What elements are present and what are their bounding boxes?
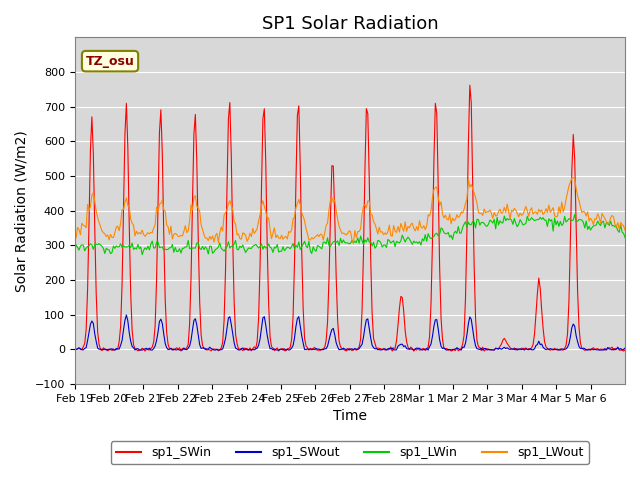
Line: sp1_LWout: sp1_LWout [75,178,625,243]
sp1_LWout [349,240,357,246]
sp1_SWin [71,346,79,352]
Line: sp1_LWin: sp1_LWin [75,215,625,254]
sp1_LWin [107,251,115,256]
sp1_SWout [71,347,79,353]
sp1_SWin [355,344,363,350]
Title: SP1 Solar Radiation: SP1 Solar Radiation [262,15,438,33]
sp1_LWout [71,232,79,238]
Line: sp1_SWin: sp1_SWin [75,85,625,351]
sp1_LWout [90,190,97,195]
sp1_LWout [355,228,363,234]
sp1_LWin [621,235,629,240]
sp1_SWout [466,314,474,320]
sp1_SWin [466,82,474,88]
sp1_LWout [547,209,554,215]
sp1_SWin [107,347,115,352]
sp1_LWin [90,246,97,252]
X-axis label: Time: Time [333,409,367,423]
sp1_LWin [355,240,363,246]
sp1_SWout [356,344,364,349]
sp1_LWin [547,218,554,224]
sp1_LWin [465,219,472,225]
sp1_SWin [465,141,472,146]
sp1_LWin [620,230,627,236]
Legend: sp1_SWin, sp1_SWout, sp1_LWin, sp1_LWout: sp1_SWin, sp1_SWout, sp1_LWin, sp1_LWout [111,442,589,465]
sp1_SWout [548,347,556,352]
sp1_LWout [621,227,629,233]
sp1_LWout [620,223,627,229]
Line: sp1_SWout: sp1_SWout [75,315,625,350]
sp1_SWout [621,345,629,351]
sp1_LWout [570,175,577,180]
sp1_SWin [141,348,149,354]
sp1_SWin [548,347,556,352]
sp1_SWout [620,347,627,352]
sp1_LWin [571,212,579,217]
Y-axis label: Solar Radiation (W/m2): Solar Radiation (W/m2) [15,130,29,291]
sp1_SWout [102,347,110,353]
sp1_LWin [138,252,146,257]
sp1_SWin [90,152,97,157]
sp1_SWin [621,347,629,353]
sp1_LWout [107,231,115,237]
sp1_SWin [620,348,627,354]
sp1_SWout [122,312,130,318]
sp1_LWout [465,176,472,182]
sp1_SWout [108,346,116,352]
sp1_LWin [71,250,79,255]
sp1_SWout [90,321,97,326]
Text: TZ_osu: TZ_osu [86,55,134,68]
